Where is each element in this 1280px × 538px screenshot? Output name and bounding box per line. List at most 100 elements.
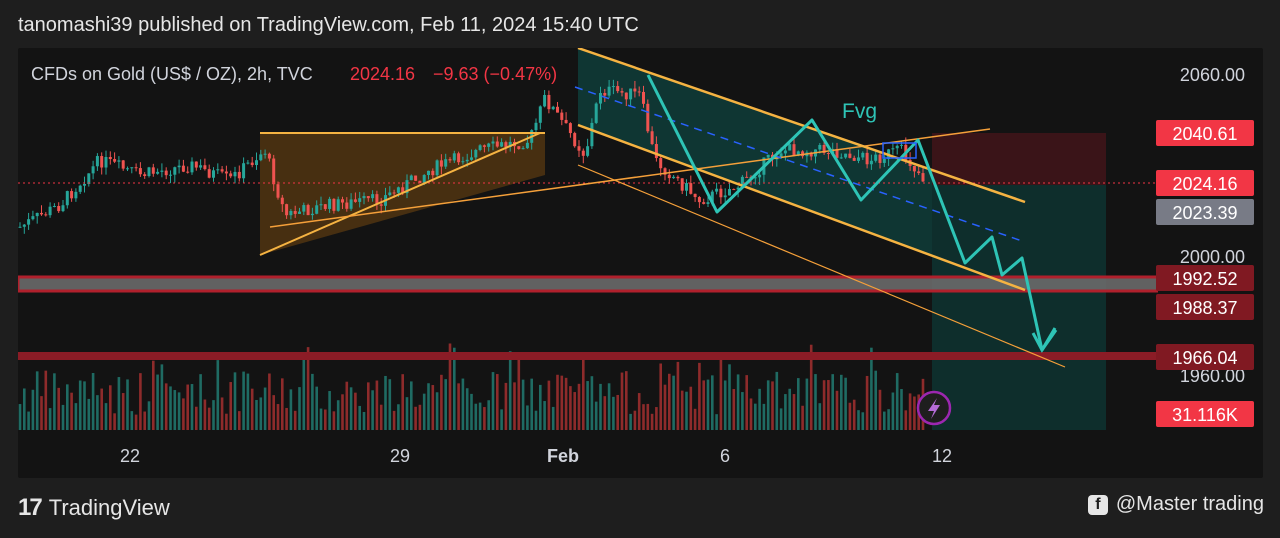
candle-body <box>865 152 869 165</box>
volume-bar <box>453 347 456 430</box>
candle-body <box>603 92 607 96</box>
candle-body <box>895 145 899 149</box>
volume-bar <box>616 394 619 430</box>
candle-body <box>594 103 598 123</box>
candle-body <box>551 106 555 110</box>
change-header: −9.63 (−0.47%) <box>433 64 557 84</box>
candle-body <box>487 143 491 147</box>
tradingview-brand[interactable]: 17 TradingView <box>18 494 170 522</box>
volume-bar <box>745 375 748 430</box>
channel-top[interactable] <box>577 48 1026 204</box>
candle-body <box>95 156 99 167</box>
candle-body <box>121 160 125 169</box>
volume-bar <box>539 384 542 430</box>
volume-bar <box>216 360 220 430</box>
svg-text:2024.16: 2024.16 <box>1172 174 1237 194</box>
volume-bar <box>809 344 813 430</box>
lightning-icon[interactable] <box>916 390 952 426</box>
support-band-1992[interactable] <box>18 277 1158 291</box>
candle-body <box>629 88 633 100</box>
volume-bar <box>246 373 250 430</box>
candle-body <box>882 158 886 163</box>
volume-bar <box>74 403 78 430</box>
volume-bar <box>173 390 177 430</box>
volume-bar <box>711 375 714 430</box>
candle-body <box>650 131 654 145</box>
volume-bar <box>397 404 400 430</box>
channel-mid[interactable] <box>574 86 1026 243</box>
candle-body <box>921 173 925 182</box>
volume-bar <box>741 392 744 430</box>
candle-body <box>465 159 469 162</box>
candle-body <box>878 154 882 163</box>
candle-body <box>87 173 91 184</box>
candle-body <box>401 187 405 194</box>
volume-bar <box>263 387 267 430</box>
volume-bar <box>736 374 740 430</box>
volume-bar <box>250 388 254 430</box>
arrow-head <box>1031 329 1058 353</box>
volume-bar <box>857 410 860 430</box>
volume-bar <box>504 382 508 430</box>
candle-body <box>267 153 271 159</box>
volume-bar <box>61 404 65 430</box>
candle-body <box>753 177 757 179</box>
candle-body <box>667 174 671 179</box>
candle-body <box>422 175 426 184</box>
symbol-info: CFDs on Gold (US$ / OZ), 2h, TVC <box>31 64 313 84</box>
volume-bar <box>306 347 310 430</box>
fvg-box[interactable] <box>882 142 917 159</box>
candle-body <box>685 183 688 191</box>
candle-body <box>113 159 117 162</box>
volume-bar <box>732 389 736 430</box>
candle-body <box>362 196 366 199</box>
volume-bar <box>212 400 215 430</box>
price-label: 1988.37 <box>1156 294 1254 320</box>
candle-body <box>573 133 577 147</box>
candle-body <box>788 144 792 151</box>
support-line-1966[interactable] <box>18 352 1158 360</box>
zigzag-projection[interactable] <box>646 74 1057 352</box>
volume-bar <box>268 373 271 430</box>
volume-bar <box>345 381 349 430</box>
volume-bar <box>779 408 783 430</box>
candle-body <box>547 94 551 110</box>
volume-bar <box>900 389 903 430</box>
volume-bar <box>461 378 465 430</box>
candle-body <box>285 204 289 216</box>
channel-bottom[interactable] <box>577 123 1026 292</box>
candle-body <box>577 146 581 151</box>
candle-body <box>263 153 267 155</box>
volume-bar <box>87 398 91 430</box>
candle-body <box>444 159 448 167</box>
volume-bar <box>186 384 189 430</box>
candle-body <box>27 219 31 225</box>
candle-body <box>848 153 852 158</box>
candle-body <box>216 169 220 171</box>
volume-bar <box>418 404 422 430</box>
volume-bar <box>203 399 207 430</box>
candle-body <box>358 198 362 202</box>
candle-body <box>508 141 512 147</box>
candle-body <box>740 176 744 188</box>
candle-body <box>130 167 134 169</box>
candle-body <box>65 191 69 206</box>
candle-body <box>822 145 826 153</box>
volume-bar <box>40 396 43 430</box>
volume-bar <box>276 404 280 430</box>
candle-body <box>371 194 375 199</box>
volume-bar <box>865 375 869 430</box>
rising-trendline[interactable] <box>269 128 991 228</box>
triangle-diag[interactable] <box>259 132 541 256</box>
candle-body <box>375 194 379 205</box>
svg-text:1966.04: 1966.04 <box>1172 348 1237 368</box>
candle-body <box>633 88 637 92</box>
volume-bar <box>293 410 297 430</box>
attribution[interactable]: f @Master trading <box>1087 493 1264 516</box>
volume-bar <box>233 372 237 430</box>
volume-bar <box>878 389 882 430</box>
lower-trendline[interactable] <box>577 164 1066 368</box>
volume-bar <box>160 364 164 430</box>
candle-body <box>134 167 138 169</box>
